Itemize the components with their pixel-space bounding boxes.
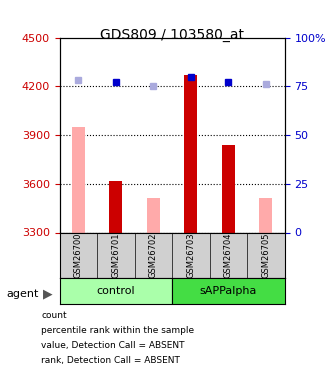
Text: sAPPalpha: sAPPalpha [200, 286, 257, 296]
Bar [172, 278, 285, 304]
Bar [26, 355, 36, 366]
Bar [147, 198, 160, 232]
Text: rank, Detection Call = ABSENT: rank, Detection Call = ABSENT [41, 356, 180, 365]
Text: GSM26701: GSM26701 [111, 232, 120, 278]
Text: GSM26704: GSM26704 [224, 232, 233, 278]
Text: GSM26700: GSM26700 [74, 232, 83, 278]
Bar [184, 75, 198, 232]
Text: value, Detection Call = ABSENT: value, Detection Call = ABSENT [41, 341, 185, 350]
Bar [222, 145, 235, 232]
Text: ▶: ▶ [43, 288, 53, 301]
Text: control: control [97, 286, 135, 296]
Text: GSM26703: GSM26703 [186, 232, 195, 278]
Bar [260, 198, 272, 232]
Bar [26, 325, 36, 336]
Text: agent: agent [7, 290, 39, 299]
Text: GSM26702: GSM26702 [149, 232, 158, 278]
Bar [109, 180, 122, 232]
Bar [60, 278, 172, 304]
Text: count: count [41, 311, 67, 320]
Bar [72, 127, 85, 232]
Bar [26, 340, 36, 351]
Text: GSM26705: GSM26705 [261, 232, 270, 278]
Text: GDS809 / 103580_at: GDS809 / 103580_at [100, 28, 244, 42]
Text: percentile rank within the sample: percentile rank within the sample [41, 326, 195, 335]
Bar [26, 310, 36, 321]
